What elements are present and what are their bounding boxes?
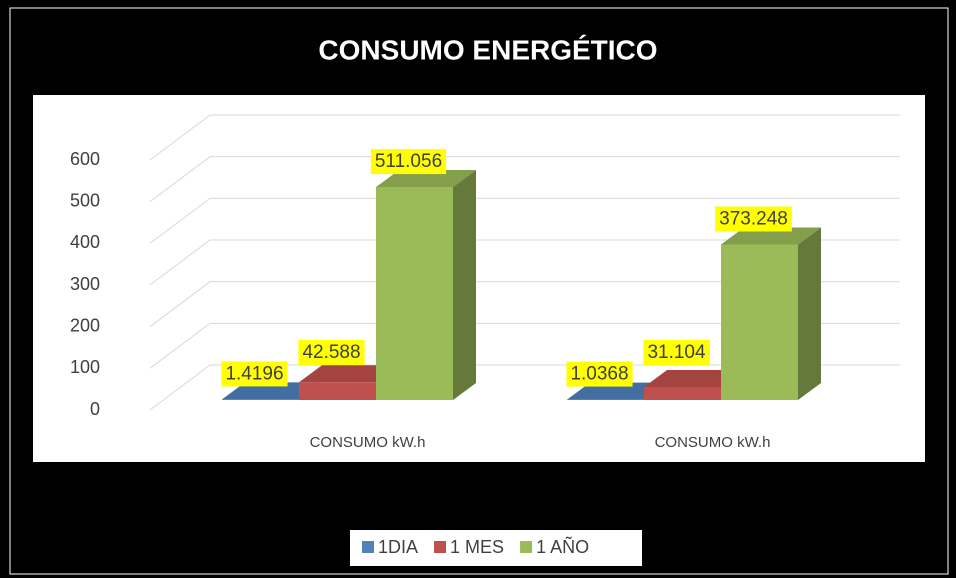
bar-front: [376, 187, 453, 400]
bar-front: [299, 382, 376, 400]
bar-top: [567, 382, 667, 400]
data-label: 511.056: [375, 151, 442, 172]
bar-side: [798, 227, 821, 400]
bar-front: [721, 244, 798, 400]
bar-top: [222, 382, 322, 400]
legend-label: 1 MES: [450, 537, 504, 557]
data-label: 1.0368: [570, 364, 628, 385]
data-label: 42.588: [302, 342, 360, 363]
legend-swatch: [434, 541, 447, 553]
data-label-bg: [370, 149, 447, 175]
data-label: 31.104: [647, 342, 706, 363]
data-label-bg: [221, 361, 288, 387]
legend-label: 1DIA: [378, 537, 418, 557]
bar: [721, 227, 821, 400]
grid-line: [149, 322, 900, 369]
x-tick-label: CONSUMO kW.h: [655, 434, 771, 451]
grid-line: [149, 156, 900, 203]
data-label-bg: [643, 340, 710, 366]
bar-top: [299, 365, 399, 383]
data-label: 1.4196: [225, 363, 283, 384]
legend-swatch: [520, 541, 533, 553]
bar-side: [453, 170, 476, 400]
chart-title: CONSUMO ENERGÉTICO: [318, 34, 657, 65]
y-tick-label: 400: [70, 232, 100, 252]
grid-line: [149, 114, 900, 161]
legend-swatch: [362, 541, 374, 553]
bar: [376, 170, 476, 400]
data-label-bg: [298, 340, 365, 366]
data-label-bg: [566, 361, 633, 387]
bar-top: [644, 370, 744, 388]
y-tick-label: 200: [70, 315, 100, 335]
y-tick-label: 500: [70, 190, 100, 210]
bar-front: [644, 387, 721, 400]
legend-label: 1 AÑO: [536, 536, 589, 557]
grid-line: [149, 281, 900, 328]
y-tick-label: 100: [70, 357, 100, 377]
x-tick-label: CONSUMO kW.h: [310, 434, 426, 451]
frame: [9, 7, 949, 575]
grid-line: [149, 239, 900, 286]
data-label-bg: [715, 206, 792, 232]
data-label: 373.248: [719, 208, 788, 229]
legend-box: [350, 530, 642, 566]
bar-top: [721, 227, 821, 245]
y-tick-label: 600: [70, 149, 100, 169]
y-tick-label: 0: [90, 399, 100, 419]
bar-top: [376, 170, 476, 188]
y-tick-label: 300: [70, 274, 100, 294]
bar-front: [222, 399, 299, 400]
grid-line: [149, 197, 900, 244]
